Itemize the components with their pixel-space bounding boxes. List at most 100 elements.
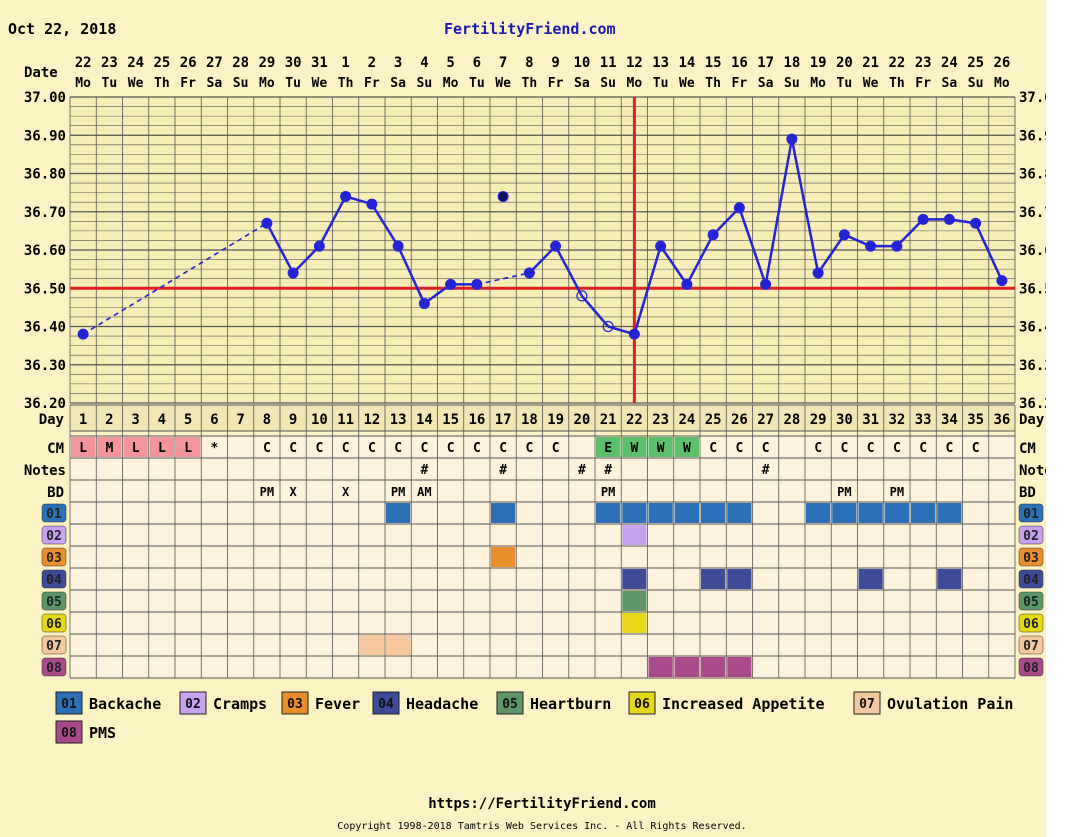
temperature-point-day-36 (996, 275, 1008, 287)
symptom-01-cell (937, 503, 962, 523)
symptom-badge-right (1018, 503, 1044, 523)
date-label: 4 (420, 55, 428, 71)
cm-value: C (867, 441, 875, 456)
cm-value: M (105, 441, 113, 456)
date-label: 25 (967, 55, 984, 71)
cycle-day-label: 15 (442, 412, 459, 428)
cycle-day-label: 13 (390, 412, 407, 428)
weekday-label: We (495, 76, 511, 91)
temperature-segment (712, 207, 741, 236)
y-tick-label-left: 36.30 (24, 358, 66, 374)
temperature-point-day-20 (576, 290, 588, 302)
legend-code: 07 (859, 697, 875, 712)
weekday-label: Mo (75, 76, 91, 91)
symptom-03-cell (491, 547, 516, 567)
date-label: 7 (499, 55, 507, 71)
symptom-01-cell (674, 503, 699, 523)
cm-value: C (735, 441, 743, 456)
symptom-01-cell (701, 503, 726, 523)
temperature-segment (685, 234, 715, 286)
date-label: 13 (652, 55, 669, 71)
temperature-point-day-10 (313, 240, 325, 252)
legend-label: Cramps (213, 695, 267, 713)
weekday-label: We (128, 76, 144, 91)
symptom-08-cell (727, 657, 752, 677)
date-label: 8 (525, 55, 533, 71)
cycle-day-label: 10 (311, 412, 328, 428)
temperature-segment (633, 245, 662, 335)
date-label: 30 (285, 55, 302, 71)
legend-code: 08 (61, 726, 77, 741)
cm-row-label-left: CM (47, 441, 64, 457)
y-tick-label-left: 36.50 (24, 281, 66, 297)
cm-cell-21 (596, 437, 621, 457)
temperature-segment (659, 245, 688, 286)
date-label: 17 (757, 55, 774, 71)
cm-cell-24 (674, 437, 699, 457)
cycle-day-label: 14 (416, 412, 433, 428)
temperature-point-day-8 (261, 217, 273, 229)
date-label: 1 (341, 55, 349, 71)
symptom-06-cell (622, 613, 647, 633)
temperature-point-day-23 (655, 240, 667, 252)
date-label: 9 (551, 55, 559, 71)
cycle-day-label: 33 (915, 412, 932, 428)
cm-value: L (132, 441, 140, 456)
temperature-segment (817, 233, 846, 274)
date-row-label: Date (24, 65, 58, 81)
symptom-badge-left (41, 635, 67, 655)
cycle-day-label: 18 (521, 412, 538, 428)
date-label: 27 (206, 55, 223, 71)
cm-value: E (604, 441, 612, 456)
footer-copyright: Copyright 1998-2018 Tamtris Web Services… (337, 821, 746, 832)
symptom-badge-right (1018, 591, 1044, 611)
weekday-label: Tu (285, 76, 301, 91)
cm-cell-5 (176, 437, 201, 457)
symptom-code: 03 (1023, 551, 1039, 566)
weekday-label: Th (522, 76, 538, 91)
cycle-day-label: 25 (705, 412, 722, 428)
cm-value: C (420, 441, 428, 456)
bd-value: PM (837, 485, 851, 499)
day-row-label-right: Day (1019, 412, 1045, 428)
date-label: 24 (127, 55, 144, 71)
y-tick-label-right: 36.90 (1019, 128, 1046, 144)
cm-value: L (158, 441, 166, 456)
cycle-day-label: 32 (888, 412, 905, 428)
y-tick-label-left: 36.60 (24, 243, 66, 259)
cm-value: W (630, 441, 638, 456)
symptom-01-cell (648, 503, 673, 523)
date-label: 23 (101, 55, 118, 71)
date-label: 22 (888, 55, 905, 71)
legend-code: 01 (61, 697, 77, 712)
note-marker: # (420, 463, 428, 478)
weekday-label: Su (968, 76, 984, 91)
cm-value: C (893, 441, 901, 456)
weekday-label: Fr (732, 76, 748, 91)
footer-url[interactable]: https://FertilityFriend.com (428, 796, 656, 812)
date-label: 14 (678, 55, 695, 71)
temperature-point-day-28 (786, 133, 798, 145)
bd-value: PM (890, 485, 904, 499)
y-tick-label-right: 36.20 (1019, 396, 1046, 412)
symptom-01-cell (727, 503, 752, 523)
temperature-point-day-25 (707, 229, 719, 241)
legend-label: Heartburn (530, 695, 611, 713)
legend-swatch-06 (628, 691, 656, 715)
symptom-code: 04 (46, 573, 62, 588)
cycle-day-label: 36 (993, 412, 1010, 428)
cm-cell-3 (123, 437, 148, 457)
cm-value: C (762, 441, 770, 456)
symptom-code: 01 (1023, 507, 1039, 522)
temperature-point-day-31 (865, 240, 877, 252)
bd-value: X (290, 485, 298, 499)
temperature-point-day-18 (523, 267, 535, 279)
bd-value: PM (601, 485, 615, 499)
temperature-point-day-19 (550, 240, 562, 252)
cycle-day-label: 20 (573, 412, 590, 428)
temperature-point-day-16 (471, 278, 483, 290)
weekday-label: Th (705, 76, 721, 91)
symptom-badge-left (41, 657, 67, 677)
symptom-badge-left (41, 591, 67, 611)
symptom-code: 08 (46, 661, 62, 676)
